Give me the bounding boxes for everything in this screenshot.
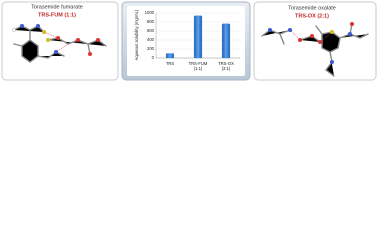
chart-background [127, 6, 245, 76]
y-tick-label: 200 [147, 46, 155, 51]
right-title: Torasemide oxalate [288, 5, 336, 11]
left-label: TRS-FUM (1:1) [38, 12, 76, 18]
x-tick-label: TRS-FUM (1:1) [188, 61, 208, 71]
fumarate-structure [12, 24, 107, 63]
y-axis-label: Aqueous solubility (mg/mL) [134, 9, 139, 60]
y-tick-label: 1000 [145, 10, 155, 15]
oxalate-structure [261, 22, 369, 77]
graphical-abstract: Torasemide fumarate TRS-FUM (1:1) Torase… [0, 0, 378, 85]
y-tick-label: 600 [147, 28, 155, 33]
x-tick-label: TRS-OX (2:1) [218, 61, 234, 71]
y-tick-label: 800 [147, 19, 155, 24]
bar [193, 15, 203, 59]
canvas: Torasemide fumarate TRS-FUM (1:1) Torase… [1, 1, 377, 81]
bar [221, 23, 231, 59]
y-tick-label: 400 [147, 37, 155, 42]
x-tick-label: TRS [165, 61, 175, 66]
bar [165, 53, 175, 59]
right-label: TRS-OX (2:1) [295, 13, 329, 19]
left-title: Torasemide fumarate [31, 4, 83, 10]
y-tick-label: 0 [152, 55, 155, 60]
